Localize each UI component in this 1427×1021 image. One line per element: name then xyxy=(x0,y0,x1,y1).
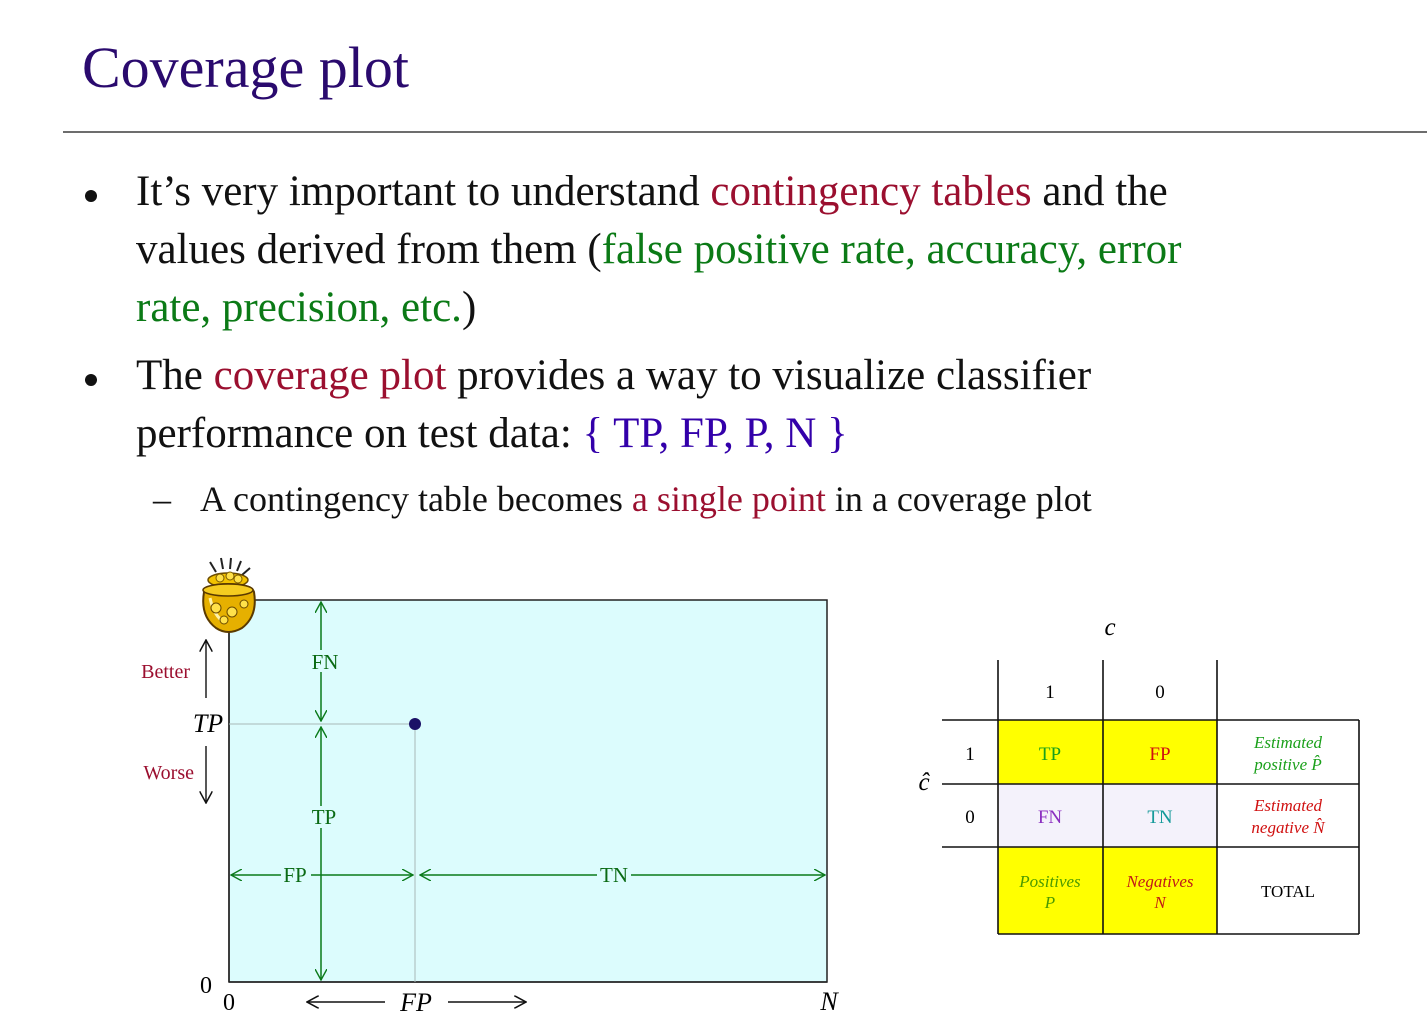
col-1-label: 1 xyxy=(1045,682,1055,703)
positives-line2: P xyxy=(1044,893,1055,912)
row-0-label: 0 xyxy=(965,807,975,828)
row-1-label: 1 xyxy=(965,744,975,765)
x-axis-label: FP xyxy=(399,988,432,1017)
bullet-1-line-1: It’s very important to understand contin… xyxy=(136,170,1168,213)
estimated-negative-line1: Estimated xyxy=(1253,796,1322,815)
worse-label: Worse xyxy=(143,762,194,784)
col-0-label: 0 xyxy=(1155,682,1165,703)
negatives-line2: N xyxy=(1153,893,1167,912)
sub-bullet-segment: a single point xyxy=(631,479,826,519)
tn-region-label: TN xyxy=(600,863,628,887)
bullet-2-line-2: performance on test data: { TP, FP, P, N… xyxy=(136,412,848,455)
tn-cell: TN xyxy=(1147,807,1173,828)
bullet-1-line-2: values derived from them (false positive… xyxy=(136,228,1181,271)
x-max-label: N xyxy=(819,987,839,1016)
sub-bullet-dash: – xyxy=(153,479,171,519)
slide-title: Coverage plot xyxy=(82,35,409,100)
sub-bullet-segment: A contingency table becomes xyxy=(200,479,632,519)
pot-of-gold-icon xyxy=(202,557,256,633)
negatives-line1: Negatives xyxy=(1125,872,1193,891)
bullet-text-segment: false positive rate, accuracy, error xyxy=(601,226,1182,273)
bullet-text-segment: { TP, FP, P, N } xyxy=(582,410,848,457)
bullet-text-segment: contingency tables xyxy=(710,168,1032,215)
bullet-text-segment: values derived from them ( xyxy=(136,226,602,273)
y-origin-label: 0 xyxy=(200,973,212,999)
title-divider xyxy=(63,131,1427,133)
bullet-text-segment: and the xyxy=(1031,168,1168,215)
bullet-marker xyxy=(85,190,97,202)
c-header: c xyxy=(1104,614,1115,641)
bullet-text-segment: provides a way to visualize classifier xyxy=(446,352,1092,399)
estimated-negative-line2: negative N̂ xyxy=(1251,818,1326,837)
bullet-text-segment: performance on test data: xyxy=(136,410,583,457)
fp-region-label: FP xyxy=(283,863,306,887)
contingency-table: c ĉ 1 0 1 0 TP FP FN TN Estimated positi… xyxy=(918,614,1360,935)
estimated-positive-line2: positive P̂ xyxy=(1253,755,1322,774)
total-cell: TOTAL xyxy=(1261,882,1315,901)
fn-cell: FN xyxy=(1038,807,1063,828)
better-label: Better xyxy=(141,661,190,683)
tp-region-label: TP xyxy=(312,805,337,829)
bullet-text-segment: rate, precision, etc. xyxy=(136,284,462,331)
coverage-plot: FN TP FP TN TP 0 0 N FP Better Worse xyxy=(141,557,839,1017)
bullet-marker xyxy=(85,374,97,386)
tp-cell: TP xyxy=(1039,744,1061,765)
sub-bullet-segment: in a coverage plot xyxy=(825,479,1092,519)
bullet-1-line-3: rate, precision, etc.) xyxy=(136,286,476,329)
bullet-text-segment: It’s very important to understand xyxy=(136,168,711,215)
bullet-text-segment: The xyxy=(136,352,214,399)
classifier-point xyxy=(409,718,421,730)
fn-label: FN xyxy=(312,650,339,674)
fp-cell: FP xyxy=(1149,744,1170,765)
bullet-text-segment: ) xyxy=(461,284,477,331)
y-axis-label: TP xyxy=(193,709,223,738)
bullet-2-line-1: The coverage plot provides a way to visu… xyxy=(136,354,1091,397)
sub-bullet-text: A contingency table becomes a single poi… xyxy=(200,481,1092,517)
chat-label: ĉ xyxy=(918,769,930,796)
estimated-positive-line1: Estimated xyxy=(1253,733,1322,752)
positives-line1: Positives xyxy=(1018,872,1081,891)
x-origin-label: 0 xyxy=(223,990,235,1016)
bullet-text-segment: coverage plot xyxy=(213,352,447,399)
